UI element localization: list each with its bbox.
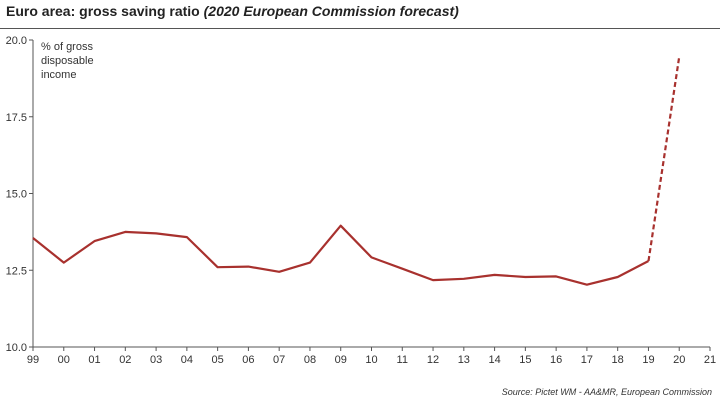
x-tick-label: 20 [673, 354, 685, 366]
x-tick-label: 08 [304, 354, 316, 366]
y-axis-unit-label: disposable [41, 55, 94, 67]
x-tick-label: 18 [612, 354, 624, 366]
y-tick-label: 17.5 [6, 112, 27, 124]
x-tick-label: 13 [458, 354, 470, 366]
y-axis-unit-label: income [41, 69, 76, 81]
x-tick-label: 00 [58, 354, 70, 366]
x-tick-label: 02 [119, 354, 131, 366]
x-tick-label: 09 [335, 354, 347, 366]
x-tick-label: 11 [397, 354, 408, 366]
x-tick-label: 04 [181, 354, 193, 366]
x-tick-label: 99 [27, 354, 39, 366]
y-tick-label: 20.0 [6, 35, 27, 47]
saving-ratio-series-line [32, 224, 650, 286]
chart-title: Euro area: gross saving ratio (2020 Euro… [6, 3, 459, 25]
x-tick-label: 15 [519, 354, 531, 366]
x-tick-label: 01 [88, 354, 100, 366]
x-tick-label: 05 [212, 354, 224, 366]
x-tick-label: 03 [150, 354, 162, 366]
x-tick-label: 07 [273, 354, 285, 366]
y-axis-unit-label: % of gross [41, 41, 93, 53]
x-tick-label: 16 [550, 354, 562, 366]
title-divider [0, 28, 720, 29]
x-tick-label: 06 [242, 354, 254, 366]
chart-title-subtitle: (2020 European Commission forecast) [203, 3, 459, 19]
x-tick-label: 21 [704, 354, 716, 366]
x-tick-label: 17 [581, 354, 593, 366]
x-tick-label: 10 [365, 354, 377, 366]
x-tick-label: 14 [488, 354, 500, 366]
x-tick-label: 19 [642, 354, 654, 366]
source-note: Source: Pictet WM - AA&MR, European Comm… [501, 387, 712, 397]
chart-title-main: Euro area: gross saving ratio [6, 3, 200, 19]
y-tick-label: 12.5 [6, 265, 27, 277]
y-tick-label: 15.0 [6, 189, 27, 201]
x-tick-label: 12 [427, 354, 439, 366]
forecast-series-line [647, 56, 681, 262]
y-tick-label: 10.0 [6, 342, 27, 354]
